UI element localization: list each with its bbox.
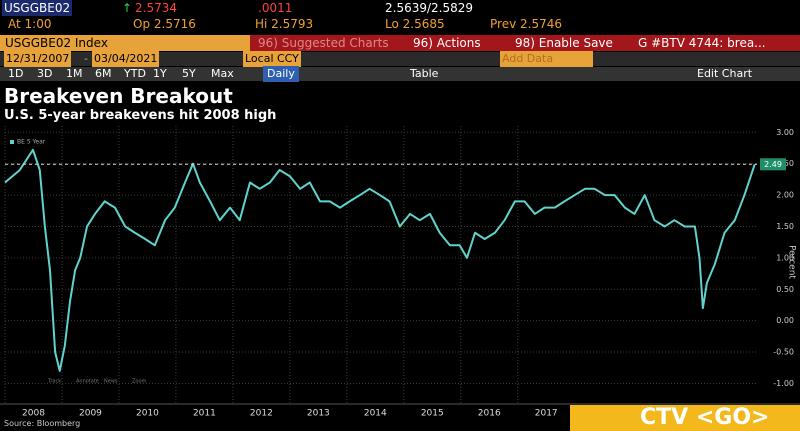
last-value-tag bbox=[760, 158, 786, 171]
add-data[interactable]: Add Data bbox=[500, 51, 594, 67]
y-tick-label: 0.50 bbox=[776, 285, 794, 294]
chart-title: Breakeven Breakout bbox=[4, 84, 233, 108]
y-tick-label: 1.00 bbox=[776, 253, 794, 262]
y-axis-label: Percent bbox=[787, 245, 797, 279]
chart-tool: News bbox=[104, 379, 118, 385]
range-button[interactable]: 5Y bbox=[182, 67, 196, 80]
plot-background bbox=[0, 125, 800, 405]
chart-tool: Zoom bbox=[132, 379, 147, 385]
security-band bbox=[0, 35, 250, 51]
ticker: USGGBE02 bbox=[2, 0, 73, 16]
open: Op 2.5716 bbox=[133, 17, 196, 31]
x-tick-label: 2014 bbox=[364, 409, 387, 419]
menu-band bbox=[250, 35, 800, 51]
x-tick-label: 2015 bbox=[421, 409, 444, 419]
range-button[interactable]: Max bbox=[211, 67, 234, 80]
source: Source: Bloomberg bbox=[4, 419, 81, 428]
range-button[interactable]: 6M bbox=[95, 67, 112, 80]
y-tick-label: 3.00 bbox=[776, 128, 794, 137]
prev: Prev 2.5746 bbox=[490, 17, 562, 31]
legend-entry: BE 5 Year bbox=[17, 139, 46, 146]
low: Lo 2.5685 bbox=[385, 17, 445, 31]
x-tick-label: 2017 bbox=[535, 409, 558, 419]
chart-subtitle: U.S. 5-year breakevens hit 2008 high bbox=[4, 108, 277, 123]
change: .0011 bbox=[258, 1, 293, 15]
up-arrow: ↑ bbox=[122, 1, 133, 15]
suggested-charts[interactable]: 96) Suggested Charts bbox=[258, 36, 389, 50]
legend-swatch bbox=[10, 140, 14, 144]
range-button[interactable]: YTD bbox=[124, 67, 146, 80]
enable-save[interactable]: 98) Enable Save bbox=[515, 36, 613, 50]
x-tick-label: 2008 bbox=[22, 409, 45, 419]
currency[interactable]: Local CCY bbox=[243, 51, 301, 67]
bid-ask: 2.5639/2.5829 bbox=[385, 1, 474, 15]
range-button[interactable]: 3D bbox=[37, 67, 53, 80]
y-tick-label: -0.50 bbox=[773, 348, 794, 357]
x-tick-label: 2013 bbox=[307, 409, 330, 419]
range-button[interactable]: 1M bbox=[66, 67, 83, 80]
news-item[interactable]: G #BTV 4744: brea... bbox=[638, 36, 766, 50]
logo-band bbox=[570, 405, 800, 431]
high: Hi 2.5793 bbox=[255, 17, 314, 31]
actions[interactable]: 96) Actions bbox=[413, 36, 481, 50]
x-tick-label: 2010 bbox=[136, 409, 159, 419]
x-tick-label: 2012 bbox=[250, 409, 273, 419]
logo: CTV <GO> bbox=[640, 405, 770, 430]
end-date[interactable]: 03/04/2021 bbox=[92, 51, 160, 67]
x-tick-label: 2016 bbox=[478, 409, 501, 419]
line bbox=[4, 148, 756, 372]
table[interactable]: Table bbox=[410, 67, 439, 80]
x-tick-label: 2009 bbox=[79, 409, 102, 419]
chart-tool: Track bbox=[47, 379, 61, 385]
y-tick-label: -1.00 bbox=[773, 379, 794, 388]
date-row bbox=[0, 52, 800, 66]
frequency[interactable]: Daily bbox=[263, 66, 299, 82]
last-value-label: 2.49 bbox=[764, 160, 782, 169]
range-button[interactable]: 1Y bbox=[153, 67, 167, 80]
edit-chart[interactable]: Edit Chart bbox=[697, 67, 753, 80]
security[interactable]: USGGBE02 Index bbox=[5, 36, 108, 50]
y-tick-label: 0.00 bbox=[776, 316, 794, 325]
x-tick-label: 2011 bbox=[193, 409, 216, 419]
y-tick-label: 1.50 bbox=[776, 222, 794, 231]
start-date[interactable]: 12/31/2007 bbox=[4, 51, 72, 67]
range-row bbox=[0, 67, 800, 81]
date-sep: - bbox=[84, 52, 88, 65]
range-button[interactable]: 1D bbox=[8, 67, 24, 80]
chart-tool: Annotate bbox=[76, 379, 99, 385]
y-tick-label: 2.00 bbox=[776, 191, 794, 200]
time: At 1:00 bbox=[8, 17, 52, 31]
last-price: 2.5734 bbox=[135, 1, 177, 15]
